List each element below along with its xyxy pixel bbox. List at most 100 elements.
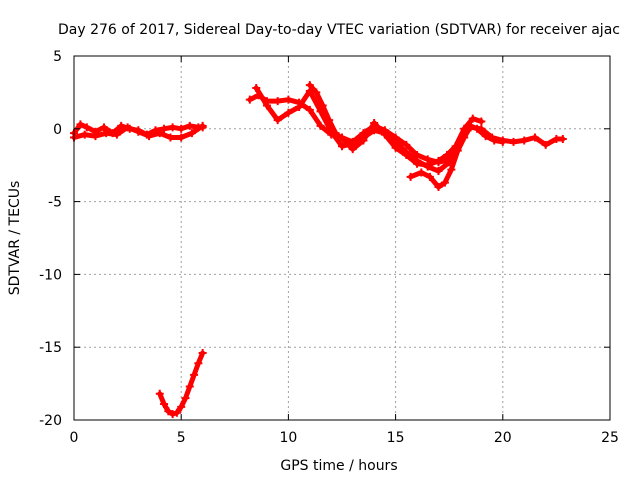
data-point — [134, 127, 143, 136]
data-point — [331, 129, 340, 138]
data-point — [102, 129, 111, 138]
data-point — [245, 95, 254, 104]
data-point — [318, 101, 327, 110]
data-point — [284, 95, 293, 104]
data-point — [447, 165, 456, 174]
x-axis-label: GPS time / hours — [280, 458, 397, 474]
data-point — [468, 114, 477, 123]
data-point — [185, 121, 194, 130]
data-point — [520, 136, 529, 145]
x-tick-label: 15 — [387, 430, 405, 446]
y-tick-label: 5 — [53, 49, 62, 65]
series-arc — [70, 121, 207, 142]
data-point — [558, 134, 567, 143]
data-point — [273, 116, 282, 125]
data-point — [530, 133, 539, 142]
data-point — [177, 124, 186, 133]
tick-marks — [73, 55, 611, 421]
data-point — [185, 382, 194, 391]
data-point — [194, 359, 203, 368]
data-series — [70, 81, 567, 419]
data-point — [166, 133, 175, 142]
data-point — [498, 137, 507, 146]
data-point — [82, 123, 91, 132]
data-point — [434, 183, 443, 192]
data-point — [164, 407, 173, 416]
data-point — [305, 81, 314, 90]
data-point — [477, 117, 486, 126]
data-point — [370, 118, 379, 127]
data-point — [440, 178, 449, 187]
data-point — [181, 394, 190, 403]
y-tick-label: -15 — [39, 340, 62, 356]
series-arc — [252, 84, 567, 176]
data-point — [100, 123, 109, 132]
data-point — [155, 129, 164, 138]
chart-title: Day 276 of 2017, Sidereal Day-to-day VTE… — [58, 22, 620, 38]
data-point — [305, 105, 314, 114]
x-tick-label: 20 — [494, 430, 512, 446]
data-point — [198, 349, 207, 358]
data-point — [190, 370, 199, 379]
data-point — [402, 151, 411, 160]
data-point — [391, 143, 400, 152]
data-point — [413, 159, 422, 168]
data-point — [262, 101, 271, 110]
plot-frame — [73, 55, 611, 421]
data-point — [541, 140, 550, 149]
x-tick-label: 5 — [177, 430, 186, 446]
data-point — [168, 123, 177, 132]
data-point — [198, 121, 207, 130]
data-point — [123, 123, 132, 132]
series-arc — [305, 81, 486, 170]
data-point — [172, 408, 181, 417]
data-point — [473, 124, 482, 133]
x-tick-label: 10 — [279, 430, 297, 446]
data-point — [155, 389, 164, 398]
data-point — [76, 120, 85, 129]
x-tick-label: 25 — [601, 430, 619, 446]
series-arc — [406, 121, 507, 192]
data-point — [460, 124, 469, 133]
series-arc — [155, 349, 207, 419]
data-point — [252, 84, 261, 93]
y-tick-label: -10 — [39, 267, 62, 283]
data-point — [273, 97, 282, 106]
data-point — [425, 172, 434, 181]
data-point — [284, 108, 293, 117]
data-point — [453, 146, 462, 155]
data-point — [338, 142, 346, 151]
data-point — [160, 399, 169, 408]
data-point — [402, 140, 411, 149]
data-point — [481, 132, 490, 141]
data-point — [160, 124, 169, 133]
data-point — [509, 137, 518, 146]
data-point — [117, 121, 126, 130]
data-point — [187, 129, 196, 138]
y-axis-label: SDTVAR / TECUs — [7, 181, 23, 296]
data-point — [348, 145, 357, 154]
data-point — [145, 132, 154, 141]
data-point — [417, 168, 426, 177]
data-point — [80, 130, 89, 139]
data-point — [423, 161, 432, 170]
y-tick-label: -20 — [39, 413, 62, 429]
data-point — [91, 132, 100, 141]
data-point — [312, 88, 321, 97]
data-point — [359, 136, 368, 145]
data-point — [434, 156, 443, 165]
data-point — [295, 102, 304, 111]
data-point — [112, 130, 121, 139]
y-tick-label: -5 — [48, 195, 62, 211]
data-point — [380, 130, 389, 139]
data-point — [177, 133, 186, 142]
data-point — [316, 121, 325, 130]
x-tick-label: 0 — [70, 430, 79, 446]
data-point — [434, 167, 443, 176]
data-point — [443, 151, 452, 160]
grid-lines — [74, 56, 610, 420]
data-point — [490, 136, 499, 145]
y-tick-label: 0 — [53, 122, 62, 138]
data-point — [451, 142, 460, 151]
